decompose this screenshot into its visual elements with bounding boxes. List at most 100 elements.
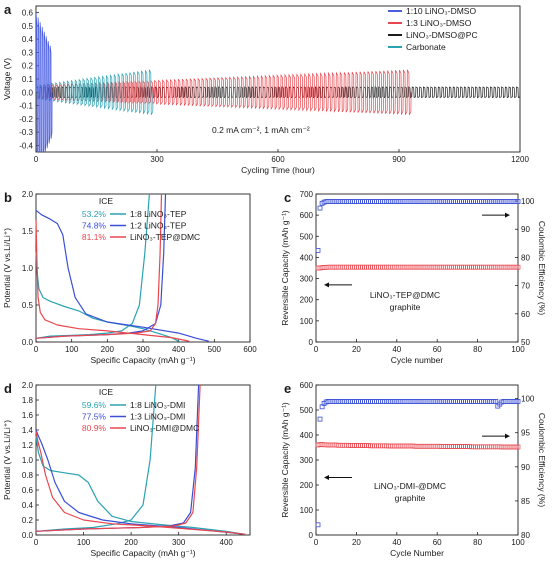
x-tick-label-c: 80 — [473, 345, 482, 354]
y-axis-label-a: Voltage (V) — [2, 58, 12, 100]
ice-value-d: 77.5% — [82, 412, 107, 422]
y-tick-label-a: 0.4 — [22, 35, 34, 44]
y-tick-label-e: 100 — [300, 506, 314, 515]
y-tick-label-a: 0.0 — [22, 88, 34, 97]
y-tick-label-c: 600 — [300, 211, 314, 220]
x-tick-label-d: 100 — [77, 538, 91, 547]
ice-value-b: 74.8% — [82, 221, 107, 231]
x-tick-label-e: 20 — [352, 538, 361, 547]
y-tick-label-a: 0.3 — [22, 48, 34, 57]
y-tick-label-a: -0.2 — [19, 115, 33, 124]
y-tick-label-c: 100 — [300, 317, 314, 326]
y-right-tick-label-c: 90 — [521, 225, 530, 234]
y-tick-label-a: -0.3 — [19, 128, 33, 137]
x-tick-label-c: 100 — [511, 345, 525, 354]
discharge-curve-d-0 — [35, 435, 246, 535]
y-tick-label-c: 300 — [300, 275, 314, 284]
legend-label-b: 1:8 LiNO₃-TEP — [130, 209, 187, 219]
x-tick-label-b: 200 — [101, 345, 115, 354]
annotation-c: graphite — [390, 302, 421, 312]
series-line-a-0 — [36, 12, 53, 152]
ice-value-b: 53.2% — [82, 209, 107, 219]
y-tick-label-b: 0.0 — [22, 338, 34, 347]
x-tick-label-b: 0 — [34, 345, 39, 354]
y-tick-label-d: 0.0 — [22, 531, 34, 540]
y-tick-label-c: 0 — [309, 338, 314, 347]
annotation-e: LiNO₃-DMI-@DMC — [374, 481, 446, 491]
charge-curve-d-2 — [35, 384, 201, 532]
discharge-curve-b-2 — [35, 219, 190, 342]
legend-label-b: LiNO₃-TEP@DMC — [130, 232, 200, 242]
x-tick-label-e: 60 — [433, 538, 442, 547]
discharge-curve-d-1 — [35, 429, 246, 535]
y-right-axis-label-e: Coulombic Efficiency (%) — [537, 413, 547, 507]
legend-title-d: ICE — [99, 387, 114, 397]
x-tick-label-b: 600 — [243, 345, 257, 354]
capacity-point-c — [515, 264, 521, 270]
x-tick-label-d: 0 — [34, 538, 39, 547]
x-axis-label-b: Specific Capacity (mAh g⁻¹) — [90, 355, 195, 365]
y-tick-label-b: 0.5 — [22, 301, 34, 310]
y-tick-label-a: -0.1 — [19, 102, 33, 111]
x-tick-label-e: 80 — [473, 538, 482, 547]
y-tick-label-d: 1.8 — [22, 396, 34, 405]
legend-title-b: ICE — [99, 196, 114, 206]
x-tick-label-d: 300 — [172, 538, 186, 547]
y-right-tick-label-c: 70 — [521, 282, 530, 291]
y-tick-label-b: 2.0 — [22, 190, 34, 199]
y-axis-label-b: Potential (V vs.Li/Li⁺) — [2, 228, 12, 308]
y-right-tick-label-c: 60 — [521, 310, 530, 319]
y-tick-label-b: 1.0 — [22, 264, 34, 273]
x-axis-label-d: Specific Capacity (mAh g⁻¹) — [90, 548, 195, 558]
y-tick-label-d: 0.2 — [22, 516, 34, 525]
x-tick-label-e: 0 — [314, 538, 319, 547]
legend-label-d: 1:3 LiNO₃-DMI — [130, 412, 185, 422]
series-line-a-3 — [36, 69, 154, 115]
efficiency-point-c — [515, 199, 521, 205]
x-tick-label-a: 1200 — [511, 155, 529, 164]
efficiency-point-e — [493, 398, 499, 404]
efficiency-point-c — [317, 205, 323, 211]
annotation-c: LiNO₃-TEP@DMC — [370, 290, 440, 300]
x-tick-label-a: 600 — [271, 155, 285, 164]
annotation-e: graphite — [395, 493, 426, 503]
y-tick-label-a: -0.4 — [19, 141, 33, 150]
efficiency-point-e — [317, 416, 323, 422]
x-tick-label-a: 0 — [34, 155, 39, 164]
y-tick-label-e: 400 — [300, 431, 314, 440]
x-tick-label-c: 40 — [392, 345, 401, 354]
right-axis-arrowhead-e — [505, 433, 510, 439]
y-tick-label-a: 0.2 — [22, 62, 34, 71]
panel-letter-a: a — [4, 2, 12, 17]
efficiency-point-e — [515, 398, 521, 404]
y-tick-label-d: 1.6 — [22, 411, 34, 420]
left-axis-arrowhead-c — [324, 282, 329, 288]
legend-label-a: 1:10 LiNO₃-DMSO — [406, 6, 476, 16]
x-tick-label-b: 100 — [65, 345, 79, 354]
discharge-curve-b-0 — [35, 251, 179, 342]
annotation-a: 0.2 mA cm⁻², 1 mAh cm⁻² — [212, 125, 310, 135]
panel-letter-d: d — [4, 381, 12, 396]
x-tick-label-b: 500 — [208, 345, 222, 354]
y-tick-label-d: 1.0 — [22, 456, 34, 465]
capacity-point-e — [515, 444, 521, 450]
y-tick-label-a: 0.5 — [22, 22, 34, 31]
y-tick-label-e: 200 — [300, 481, 314, 490]
y-tick-label-e: 300 — [300, 456, 314, 465]
x-axis-label-a: Cycling Time (hour) — [241, 165, 315, 175]
y-tick-label-e: 500 — [300, 406, 314, 415]
panel-letter-c: c — [284, 190, 291, 205]
legend-label-a: 1:3 LiNO₃-DMSO — [406, 18, 472, 28]
legend-label-a: Carbonate — [406, 42, 446, 52]
y-axis-label-e: Reversible Capacity (mAh g⁻¹) — [280, 402, 290, 518]
x-tick-label-a: 900 — [392, 155, 406, 164]
y-tick-label-e: 600 — [300, 381, 314, 390]
x-tick-label-a: 300 — [150, 155, 164, 164]
ice-value-d: 80.9% — [82, 423, 107, 433]
charge-curve-b-2 — [35, 193, 163, 339]
legend-label-d: LiNO₃-DMI@DMC — [130, 423, 199, 433]
x-tick-label-b: 300 — [136, 345, 150, 354]
panel-letter-b: b — [4, 190, 12, 205]
plot-frame-e — [315, 384, 519, 536]
